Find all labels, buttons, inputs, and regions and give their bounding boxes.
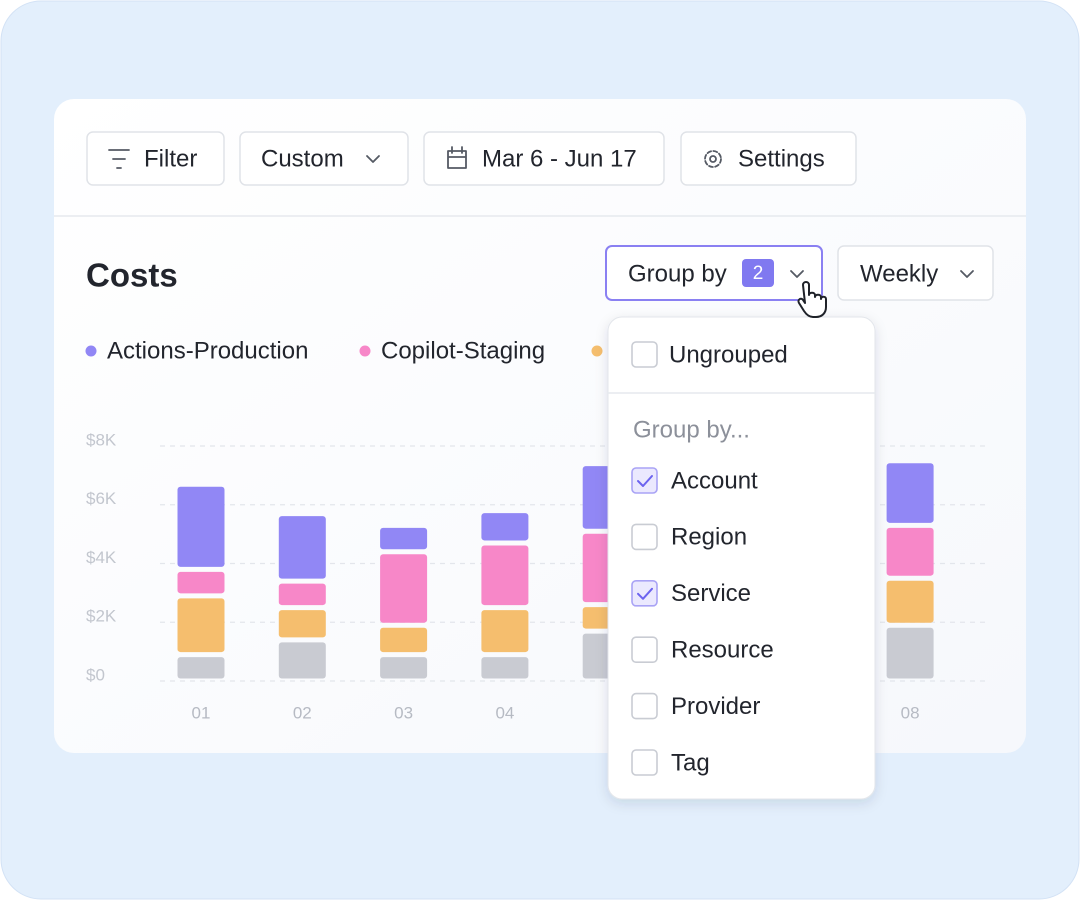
option-label: Region	[671, 524, 747, 551]
interval-button[interactable]: Weekly	[837, 245, 994, 301]
button-frame	[423, 131, 665, 186]
check-mark	[637, 587, 653, 600]
option-label: Provider	[671, 693, 760, 720]
group-by-dropdown: Group by... Ungrouped Account Region Servic…	[607, 316, 876, 800]
checkbox	[631, 523, 658, 551]
bar-segment	[380, 527, 428, 550]
bar-segment	[380, 554, 428, 623]
bar-segment	[380, 657, 428, 679]
legend-dot	[591, 345, 603, 357]
option-label: Service	[671, 580, 751, 607]
button-label: Mar 6 - Jun 17	[482, 145, 637, 172]
filter-icon	[108, 149, 130, 169]
bar-segment	[481, 545, 529, 606]
check-mark	[637, 475, 653, 487]
button-frame	[86, 131, 225, 186]
range-button[interactable]: Custom	[239, 131, 409, 186]
ungrouped-option[interactable]: Ungrouped	[631, 341, 788, 368]
button-frame	[239, 131, 409, 186]
option-list: Ungrouped Account Region Service Resource Pro…	[631, 341, 788, 776]
bar-segment	[886, 527, 934, 576]
x-tick-label: 02	[293, 703, 312, 722]
group-by-button[interactable]: Group by 2	[605, 245, 823, 301]
option-label: Resource	[671, 637, 774, 664]
section-title: Costs	[86, 257, 178, 294]
bar-segment	[278, 610, 326, 638]
checkbox	[631, 467, 658, 494]
bar-segment	[177, 486, 225, 567]
bar-segment	[886, 463, 934, 523]
bar-segment	[177, 571, 225, 594]
group-option[interactable]: Service	[631, 579, 751, 607]
bar-segment	[380, 627, 428, 653]
y-tick-label: $8K	[86, 430, 117, 449]
y-tick-label: $4K	[86, 548, 117, 567]
group-option[interactable]: Tag	[631, 749, 710, 776]
x-tick-label: 08	[901, 703, 920, 722]
group-option[interactable]: Account	[631, 467, 758, 494]
button-label: Group by	[628, 260, 727, 287]
checkbox	[631, 341, 658, 368]
group-option[interactable]: Provider	[631, 692, 760, 720]
bar-segment	[886, 580, 934, 623]
checkbox	[631, 749, 658, 776]
chevron	[366, 155, 380, 163]
bar-segment	[177, 598, 225, 653]
checkbox	[631, 692, 658, 720]
settings-button[interactable]: Settings	[680, 131, 857, 186]
x-tick-label: 01	[192, 703, 211, 722]
count-label: 2	[753, 263, 764, 284]
bar-segment	[481, 657, 529, 679]
y-tick-label: $6K	[86, 489, 117, 508]
group-option[interactable]: Region	[631, 523, 747, 551]
legend-dot	[359, 345, 371, 357]
gear-hub	[709, 155, 717, 163]
option-label: Tag	[671, 749, 710, 776]
y-tick-label: $0	[86, 665, 105, 684]
y-tick-label: $2K	[86, 607, 117, 626]
bar-segment	[481, 610, 529, 653]
x-tick-label: 04	[495, 703, 514, 722]
bar-segment	[481, 513, 529, 541]
gear-icon	[704, 150, 722, 168]
button-frame	[680, 131, 857, 186]
checkbox	[631, 636, 658, 664]
legend-label: Copilot-Staging	[381, 337, 545, 364]
button-label: Custom	[261, 145, 344, 172]
date-button[interactable]: Mar 6 - Jun 17	[423, 131, 665, 186]
legend-label: Actions-Production	[107, 337, 308, 364]
button-frame	[837, 245, 994, 301]
group-option[interactable]: Resource	[631, 636, 774, 664]
x-tick-label: 03	[394, 703, 413, 722]
option-label: Ungrouped	[669, 341, 788, 368]
option-label: Account	[671, 467, 758, 494]
hand-cursor	[797, 281, 827, 318]
filter-button[interactable]: Filter	[86, 131, 225, 186]
legend-dot	[85, 345, 97, 357]
dropdown-panel	[607, 316, 876, 800]
count-badge	[742, 259, 774, 287]
chevron	[960, 270, 974, 278]
calendar-icon	[447, 146, 467, 169]
button-label: Weekly	[860, 260, 938, 287]
chart: $0 $2K $4K $6K $8K Actions-Production Copilot-…	[85, 337, 985, 722]
card	[54, 99, 1026, 753]
bar-segment	[278, 516, 326, 579]
chevron	[790, 270, 804, 278]
button-label: Settings	[738, 145, 825, 172]
bar-segment	[278, 583, 326, 606]
bar-segment	[177, 657, 225, 679]
button-label: Filter	[144, 145, 197, 172]
checkbox	[631, 579, 658, 607]
bar-segment	[886, 627, 934, 679]
bar-segment	[278, 642, 326, 679]
dropdown-heading: Group by...	[633, 416, 750, 443]
